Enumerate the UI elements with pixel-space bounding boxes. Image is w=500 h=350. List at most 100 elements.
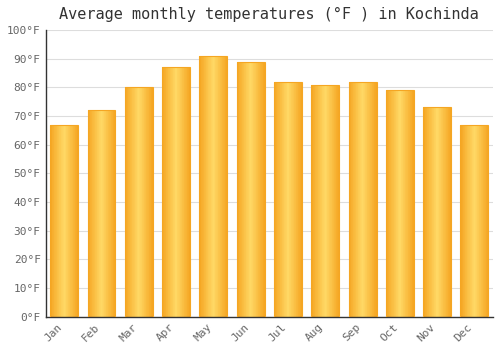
Bar: [171, 67, 172, 317]
Bar: [257, 62, 258, 317]
Bar: [471, 125, 472, 317]
Bar: [92, 110, 93, 317]
Bar: [280, 82, 281, 317]
Bar: [404, 90, 406, 317]
Bar: [412, 90, 413, 317]
Bar: [142, 88, 143, 317]
Bar: [388, 90, 390, 317]
Bar: [172, 67, 174, 317]
Bar: [50, 125, 51, 317]
Bar: [358, 82, 359, 317]
Bar: [256, 62, 257, 317]
Bar: [76, 125, 77, 317]
Bar: [131, 88, 132, 317]
Bar: [423, 107, 451, 317]
Bar: [363, 82, 364, 317]
Bar: [69, 125, 70, 317]
Bar: [176, 67, 177, 317]
Bar: [460, 125, 488, 317]
Bar: [201, 56, 202, 317]
Bar: [433, 107, 434, 317]
Bar: [294, 82, 295, 317]
Bar: [145, 88, 146, 317]
Bar: [241, 62, 242, 317]
Bar: [439, 107, 440, 317]
Bar: [462, 125, 463, 317]
Bar: [57, 125, 58, 317]
Bar: [177, 67, 178, 317]
Bar: [392, 90, 393, 317]
Bar: [250, 62, 252, 317]
Bar: [470, 125, 471, 317]
Bar: [140, 88, 141, 317]
Bar: [240, 62, 241, 317]
Bar: [71, 125, 72, 317]
Bar: [89, 110, 90, 317]
Bar: [482, 125, 483, 317]
Bar: [238, 62, 239, 317]
Title: Average monthly temperatures (°F ) in Kochinda: Average monthly temperatures (°F ) in Ko…: [60, 7, 479, 22]
Bar: [370, 82, 371, 317]
Bar: [468, 125, 469, 317]
Bar: [218, 56, 219, 317]
Bar: [449, 107, 450, 317]
Bar: [166, 67, 167, 317]
Bar: [183, 67, 184, 317]
Bar: [374, 82, 375, 317]
Bar: [394, 90, 395, 317]
Bar: [335, 85, 336, 317]
Bar: [261, 62, 262, 317]
Bar: [162, 67, 190, 317]
Bar: [432, 107, 433, 317]
Bar: [406, 90, 407, 317]
Bar: [254, 62, 255, 317]
Bar: [444, 107, 445, 317]
Bar: [115, 110, 116, 317]
Bar: [398, 90, 399, 317]
Bar: [424, 107, 425, 317]
Bar: [202, 56, 203, 317]
Bar: [320, 85, 321, 317]
Bar: [349, 82, 350, 317]
Bar: [217, 56, 218, 317]
Bar: [332, 85, 333, 317]
Bar: [129, 88, 130, 317]
Bar: [98, 110, 100, 317]
Bar: [66, 125, 67, 317]
Bar: [325, 85, 326, 317]
Bar: [348, 82, 376, 317]
Bar: [393, 90, 394, 317]
Bar: [487, 125, 488, 317]
Bar: [312, 85, 314, 317]
Bar: [178, 67, 179, 317]
Bar: [366, 82, 368, 317]
Bar: [51, 125, 52, 317]
Bar: [222, 56, 223, 317]
Bar: [485, 125, 486, 317]
Bar: [246, 62, 247, 317]
Bar: [164, 67, 165, 317]
Bar: [96, 110, 98, 317]
Bar: [212, 56, 214, 317]
Bar: [316, 85, 317, 317]
Bar: [334, 85, 335, 317]
Bar: [445, 107, 446, 317]
Bar: [188, 67, 190, 317]
Bar: [426, 107, 428, 317]
Bar: [50, 125, 78, 317]
Bar: [402, 90, 404, 317]
Bar: [425, 107, 426, 317]
Bar: [447, 107, 448, 317]
Bar: [348, 82, 349, 317]
Bar: [258, 62, 259, 317]
Bar: [386, 90, 414, 317]
Bar: [53, 125, 54, 317]
Bar: [472, 125, 473, 317]
Bar: [128, 88, 129, 317]
Bar: [214, 56, 215, 317]
Bar: [88, 110, 116, 317]
Bar: [127, 88, 128, 317]
Bar: [330, 85, 331, 317]
Bar: [278, 82, 279, 317]
Bar: [209, 56, 210, 317]
